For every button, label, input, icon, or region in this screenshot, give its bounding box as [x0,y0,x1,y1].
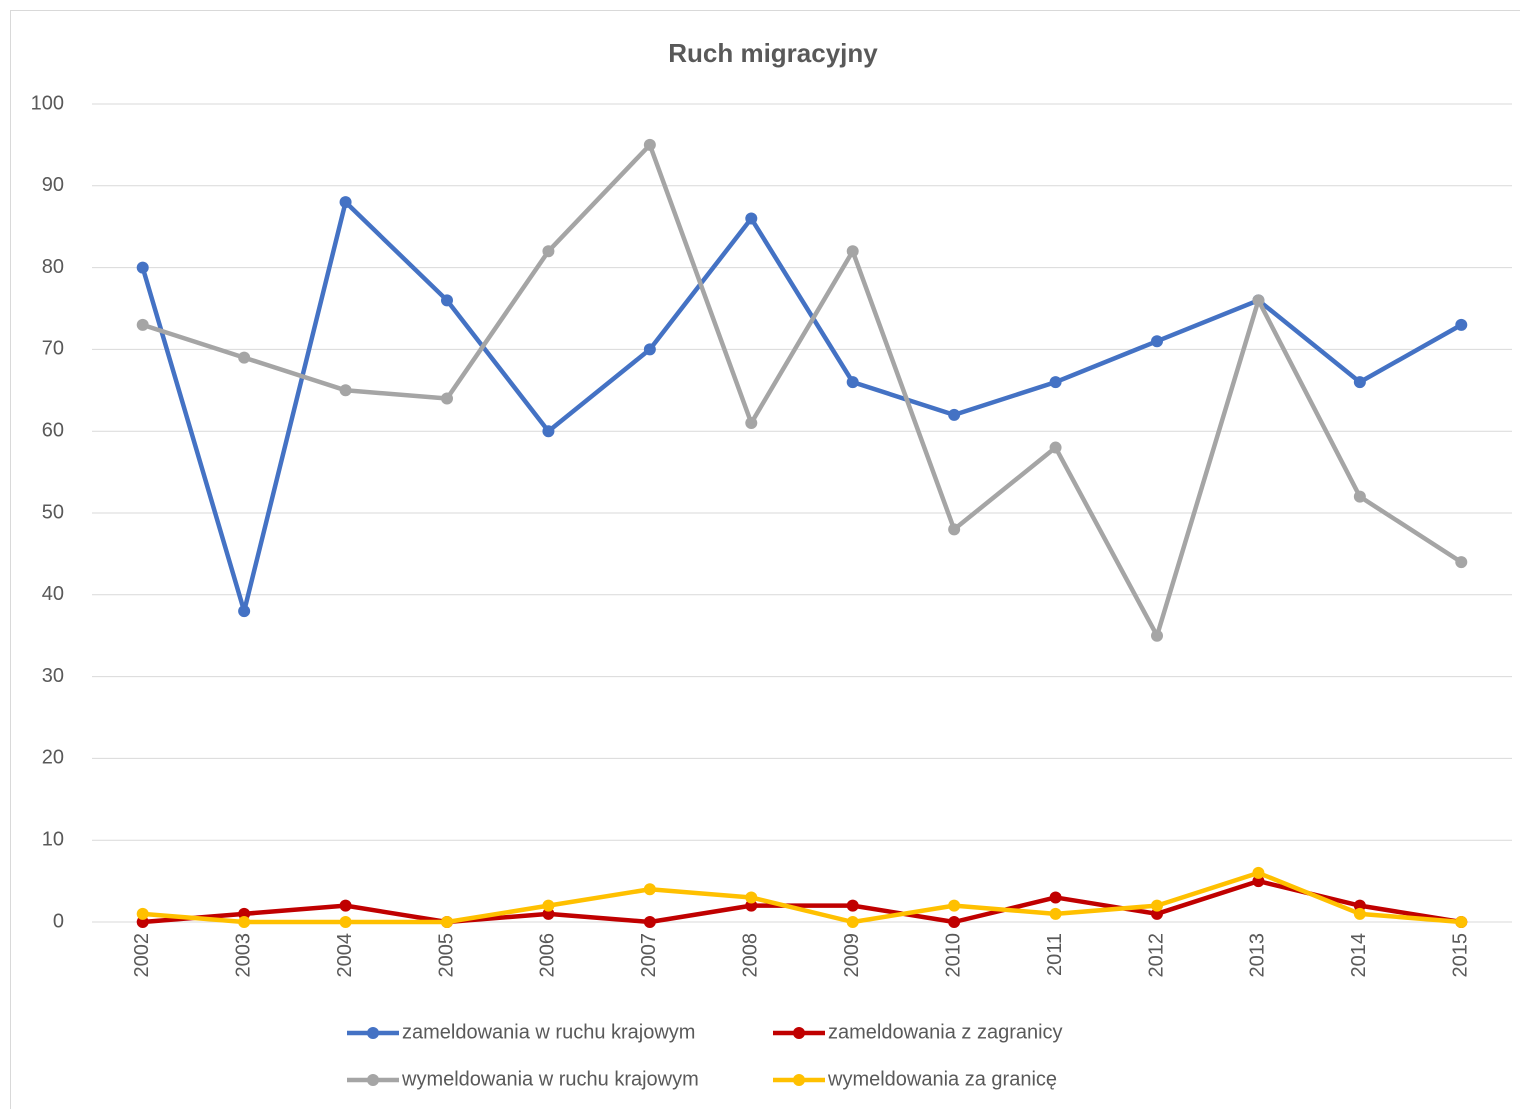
data-point [1353,376,1366,389]
y-tick-label: 40 [42,583,64,605]
legend-label: zameldowania w ruchu krajowym [402,1021,695,1043]
data-point [643,343,656,356]
data-point [1151,899,1163,912]
data-point [1049,891,1062,904]
data-point [745,891,758,904]
data-point [1049,376,1062,389]
x-tick-label: 2011 [1044,933,1066,976]
chart-title: Ruch migracyjny [668,38,878,68]
x-tick-label: 2006 [537,933,559,978]
data-point [238,351,251,364]
y-tick-label: 80 [42,256,64,278]
data-point [136,261,149,274]
x-tick-label: 2010 [942,933,964,978]
data-point [846,899,859,912]
y-tick-label: 10 [42,828,64,850]
y-tick-label: 60 [42,419,64,441]
data-point [1049,907,1062,920]
data-point [1151,335,1163,348]
series-line [140,199,1464,614]
data-point [643,916,656,928]
data-point [1455,916,1468,928]
x-tick-label: 2014 [1348,933,1370,978]
legend-marker [367,1027,379,1039]
legend-marker [793,1074,805,1086]
data-point [136,907,149,920]
series-line [140,878,1464,925]
legend-marker [793,1027,805,1039]
data-point [1353,490,1366,503]
data-point [745,417,758,430]
series-line [140,870,1464,925]
x-tick-label: 2003 [232,933,254,978]
data-point [846,376,859,389]
legend-marker [367,1074,379,1086]
data-point [441,916,453,928]
data-point [339,899,352,912]
data-point [948,523,961,536]
data-point [339,916,352,928]
data-point [136,318,149,331]
data-point [238,605,251,618]
data-point [1252,866,1265,879]
y-tick-label: 30 [42,665,64,687]
data-point [339,384,352,397]
x-tick-label: 2005 [435,933,457,978]
data-point [542,425,555,438]
data-point [542,899,555,912]
legend-label: zameldowania z zagranicy [828,1021,1063,1043]
data-point [643,883,656,896]
data-point [1455,556,1468,569]
x-tick-label: 2012 [1145,933,1167,978]
y-tick-label: 0 [53,910,64,932]
series-line [140,142,1464,638]
y-tick-label: 90 [42,174,64,196]
x-tick-label: 2013 [1247,933,1269,978]
legend-label: wymeldowania w ruchu krajowym [401,1068,699,1090]
data-point [339,196,352,209]
x-tick-label: 2008 [740,933,762,978]
y-tick-label: 70 [42,338,64,360]
data-point [1455,318,1468,331]
x-tick-label: 2004 [334,933,356,978]
x-tick-label: 2015 [1450,933,1472,978]
data-point [745,212,758,225]
legend-label: wymeldowania za granicę [827,1068,1057,1090]
x-tick-label: 2002 [131,933,153,978]
data-point [1353,907,1366,920]
data-point [1151,629,1163,642]
y-tick-label: 50 [42,501,64,523]
chart-border [10,10,1520,1109]
data-point [1049,441,1062,454]
y-tick-label: 100 [31,92,64,114]
data-point [948,916,961,928]
x-tick-label: 2009 [841,933,863,978]
y-tick-label: 20 [42,747,64,769]
data-point [846,245,859,258]
data-point [948,899,961,912]
data-point [238,916,251,928]
data-point [441,392,453,405]
data-point [846,916,859,928]
data-point [1252,294,1265,307]
data-point [441,294,453,307]
data-point [948,408,961,421]
data-point [542,245,555,258]
x-tick-label: 2007 [638,933,660,978]
data-point [643,138,656,151]
